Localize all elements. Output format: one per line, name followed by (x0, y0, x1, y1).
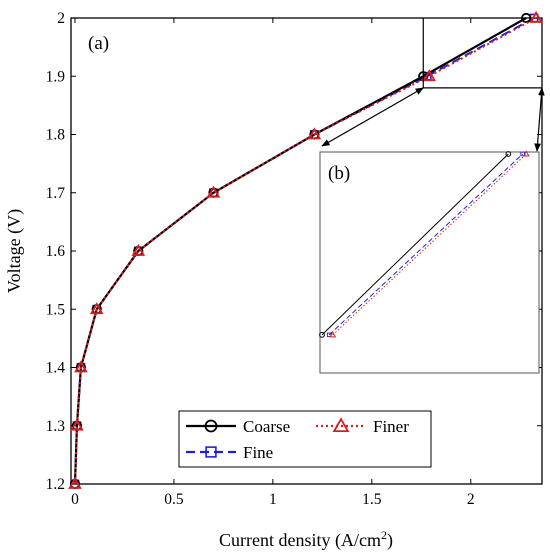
x-axis-label-superscript: 2 (381, 528, 387, 542)
zoom-arrow-left (321, 87, 424, 147)
inset-series-coarse (319, 151, 512, 338)
inset-point-circle (505, 151, 512, 157)
y-tick-label: 1.7 (46, 185, 66, 202)
inset-point-triangle (522, 150, 530, 157)
zoom-arrow-right (534, 87, 545, 152)
legend-label-fine: Fine (243, 443, 273, 462)
legend-label-coarse: Coarse (243, 417, 290, 436)
zoom-inset: (b) (319, 18, 545, 374)
data-point-square (205, 446, 217, 458)
data-point-triangle (422, 69, 436, 82)
x-tick-label: 0 (71, 491, 79, 508)
legend-label-finer: Finer (373, 417, 409, 436)
x-axis-label: Current density (A/cm2) (219, 528, 393, 551)
legend-box (178, 410, 432, 468)
inset-point-circle (319, 331, 325, 338)
y-tick-label: 1.9 (46, 68, 66, 85)
y-tick-label: 1.5 (46, 301, 66, 318)
inset-series-finer (329, 150, 530, 338)
y-tick-label: 2 (57, 10, 65, 27)
panel-label-a: (a) (88, 33, 109, 54)
y-axis-label: Voltage (V) (4, 209, 25, 293)
y-tick-label: 1.2 (46, 476, 65, 493)
inset-panel-b (319, 151, 540, 374)
data-point-triangle (74, 360, 88, 373)
legend-item-finer: Finer (316, 417, 409, 436)
data-point-triangle (131, 243, 146, 256)
data-point-triangle (332, 417, 350, 433)
y-tick-label: 1.6 (46, 243, 66, 260)
x-tick-label: 1 (269, 491, 277, 508)
inset-series-line-fine (328, 153, 524, 336)
data-point-circle (521, 12, 532, 24)
data-point-triangle (206, 185, 221, 198)
data-point-triangle (68, 476, 82, 489)
inset-series-line-coarse (321, 153, 509, 336)
y-tick-label: 1.4 (46, 360, 66, 377)
data-point-triangle (529, 10, 543, 23)
x-axis-label-close: ) (387, 530, 393, 551)
x-tick-label: 0.5 (164, 491, 184, 508)
y-tick-label: 1.3 (46, 418, 66, 435)
panel-label-b: (b) (328, 163, 350, 184)
y-tick-label: 1.8 (46, 127, 66, 144)
data-point-triangle (70, 418, 84, 431)
inset-point-triangle (329, 331, 337, 338)
data-point-triangle (307, 127, 322, 140)
data-point-circle (204, 419, 218, 433)
legend-item-coarse: Coarse (186, 417, 290, 436)
x-tick-label: 1.5 (362, 491, 382, 508)
legend-item-fine: Fine (186, 443, 273, 462)
data-point-triangle (89, 302, 104, 315)
legend: Coarse Finer Fine (178, 410, 432, 468)
inset-series-line-finer (332, 153, 527, 336)
x-tick-label: 2 (467, 491, 475, 508)
